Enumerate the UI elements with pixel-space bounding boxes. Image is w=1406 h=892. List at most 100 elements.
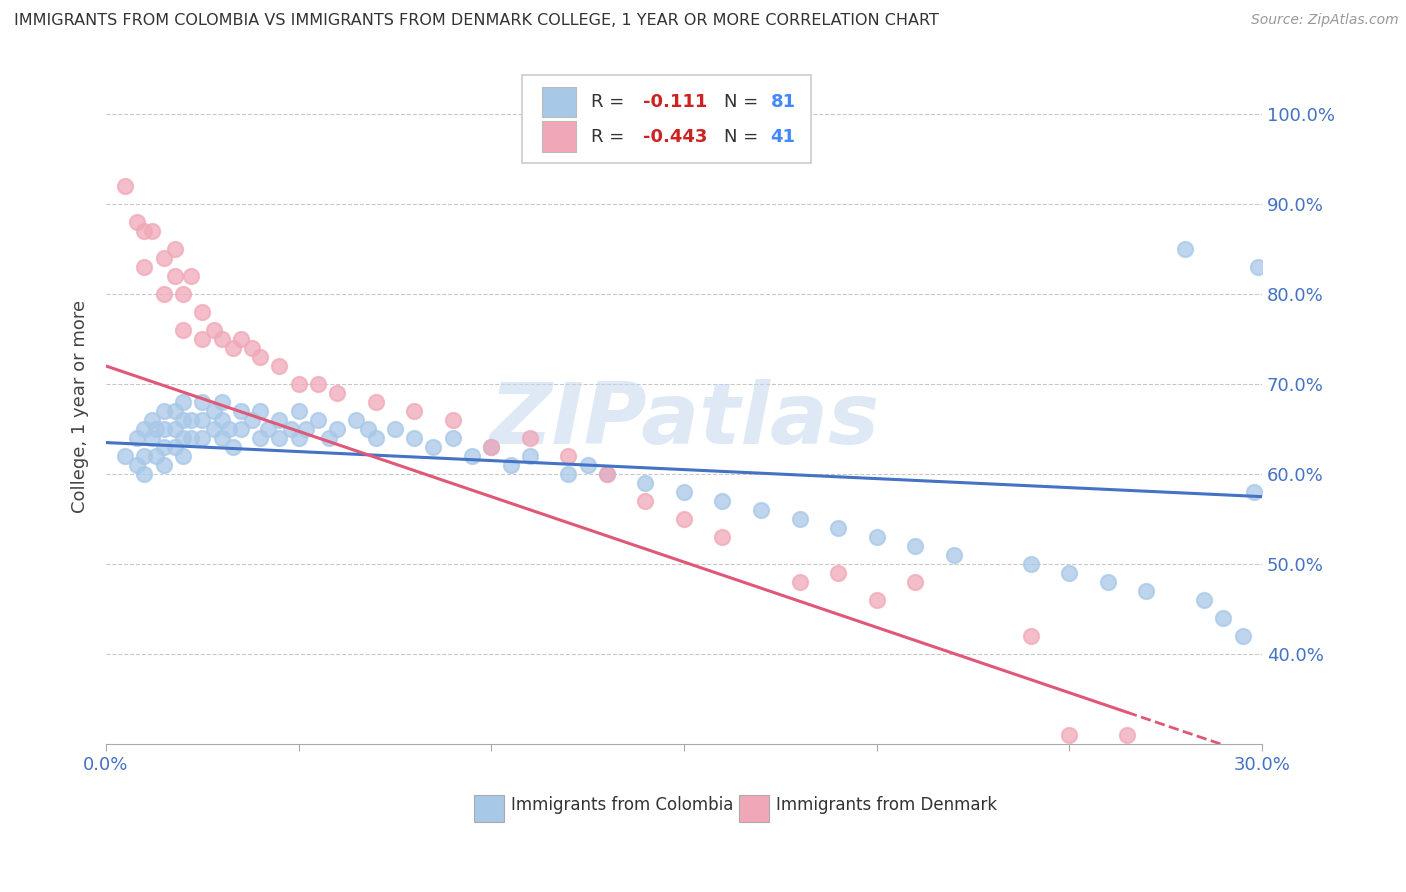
Point: [125, 215, 148, 229]
Point: [1019, 558, 1042, 572]
Point: [172, 395, 194, 409]
Point: [152, 422, 174, 436]
Point: [134, 224, 156, 238]
Text: 41: 41: [770, 128, 796, 145]
Point: [145, 422, 167, 436]
Point: [202, 323, 225, 337]
FancyBboxPatch shape: [740, 795, 769, 822]
Point: [269, 413, 291, 427]
Text: R =: R =: [592, 94, 630, 112]
Point: [165, 242, 187, 256]
Point: [1243, 485, 1265, 500]
Point: [191, 413, 214, 427]
Text: Source: ZipAtlas.com: Source: ZipAtlas.com: [1251, 13, 1399, 28]
Text: Immigrants from Denmark: Immigrants from Denmark: [776, 797, 997, 814]
Point: [865, 593, 887, 607]
Point: [211, 431, 233, 445]
Point: [1174, 242, 1197, 256]
Point: [269, 431, 291, 445]
Point: [479, 440, 502, 454]
Point: [240, 341, 263, 355]
Point: [229, 422, 252, 436]
Point: [249, 431, 271, 445]
Text: IMMIGRANTS FROM COLOMBIA VS IMMIGRANTS FROM DENMARK COLLEGE, 1 YEAR OR MORE CORR: IMMIGRANTS FROM COLOMBIA VS IMMIGRANTS F…: [14, 13, 939, 29]
Point: [191, 395, 214, 409]
Point: [202, 422, 225, 436]
Point: [596, 467, 619, 482]
Point: [711, 530, 734, 544]
Point: [191, 431, 214, 445]
Point: [1212, 611, 1234, 625]
Point: [152, 404, 174, 418]
Point: [318, 431, 340, 445]
Point: [404, 431, 426, 445]
Point: [114, 178, 136, 193]
Point: [1192, 593, 1215, 607]
Y-axis label: College, 1 year or more: College, 1 year or more: [72, 300, 89, 513]
Point: [222, 440, 245, 454]
Point: [1057, 729, 1080, 743]
Point: [326, 422, 349, 436]
Point: [1232, 629, 1254, 643]
Point: [134, 260, 156, 274]
FancyBboxPatch shape: [522, 75, 811, 163]
Point: [422, 440, 444, 454]
Text: -0.443: -0.443: [644, 128, 707, 145]
Point: [229, 404, 252, 418]
Point: [711, 494, 734, 508]
Point: [461, 449, 484, 463]
Point: [211, 395, 233, 409]
Point: [240, 413, 263, 427]
Text: N =: N =: [724, 128, 765, 145]
Text: N =: N =: [724, 94, 765, 112]
Point: [307, 376, 329, 391]
Point: [634, 494, 657, 508]
FancyBboxPatch shape: [474, 795, 503, 822]
Point: [1097, 575, 1119, 590]
Point: [152, 440, 174, 454]
Point: [280, 422, 302, 436]
Point: [165, 268, 187, 283]
Point: [634, 476, 657, 491]
Point: [942, 548, 965, 562]
Point: [249, 350, 271, 364]
Point: [295, 422, 318, 436]
Point: [519, 431, 541, 445]
Text: Immigrants from Colombia: Immigrants from Colombia: [510, 797, 733, 814]
Point: [357, 422, 380, 436]
Point: [672, 512, 695, 526]
Point: [904, 539, 927, 553]
Point: [307, 413, 329, 427]
Point: [180, 413, 202, 427]
Point: [287, 376, 309, 391]
Point: [125, 431, 148, 445]
Point: [152, 286, 174, 301]
Point: [134, 449, 156, 463]
Point: [134, 422, 156, 436]
Point: [287, 404, 309, 418]
Point: [145, 449, 167, 463]
Point: [172, 286, 194, 301]
Point: [1247, 260, 1270, 274]
Point: [479, 440, 502, 454]
Point: [152, 458, 174, 472]
Point: [172, 413, 194, 427]
Point: [202, 404, 225, 418]
Point: [557, 467, 579, 482]
Point: [211, 332, 233, 346]
Point: [865, 530, 887, 544]
Point: [141, 431, 163, 445]
Point: [165, 422, 187, 436]
Point: [1019, 629, 1042, 643]
Point: [557, 449, 579, 463]
FancyBboxPatch shape: [541, 87, 576, 117]
Point: [152, 251, 174, 265]
Point: [789, 512, 811, 526]
Point: [165, 440, 187, 454]
Text: R =: R =: [592, 128, 630, 145]
Point: [789, 575, 811, 590]
Point: [827, 566, 849, 581]
Point: [326, 386, 349, 401]
Point: [827, 521, 849, 535]
Point: [172, 449, 194, 463]
